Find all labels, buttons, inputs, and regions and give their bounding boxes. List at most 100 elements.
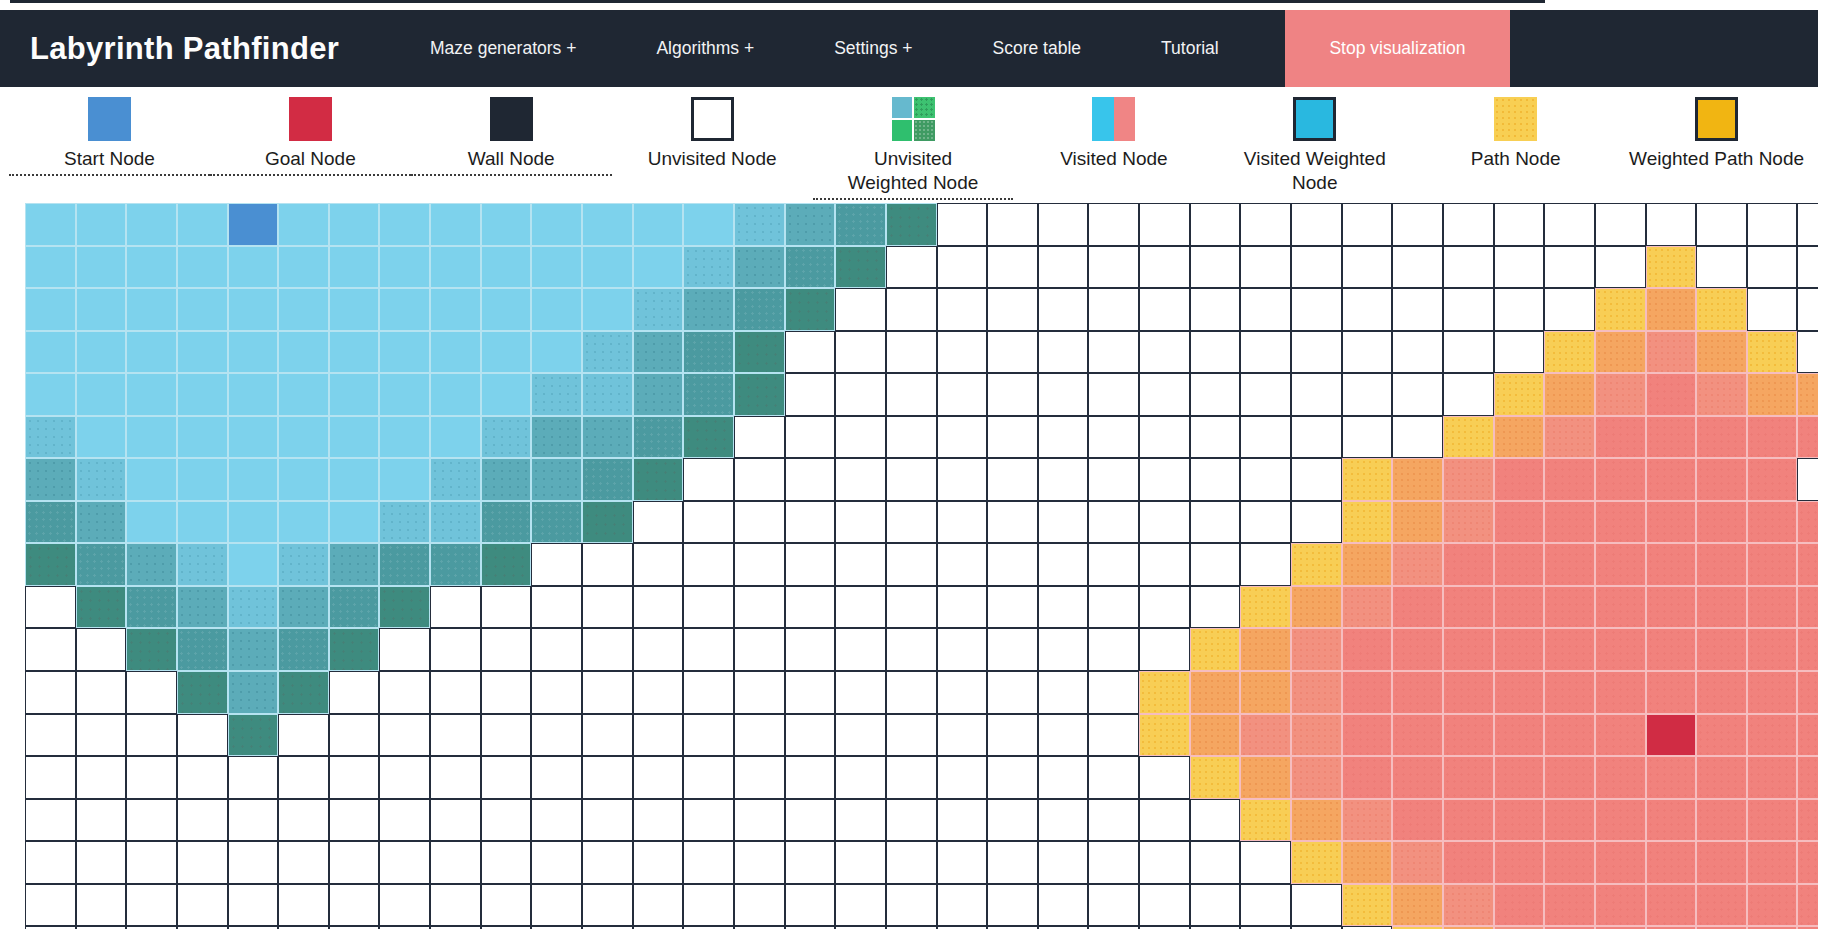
grid-cell[interactable] xyxy=(379,203,430,246)
grid-cell[interactable] xyxy=(1696,543,1747,586)
grid-cell[interactable] xyxy=(987,586,1038,629)
grid-cell[interactable] xyxy=(481,288,532,331)
grid-cell[interactable] xyxy=(987,246,1038,289)
grid-cell[interactable] xyxy=(1797,841,1818,884)
grid-cell[interactable] xyxy=(228,373,279,416)
grid-cell[interactable] xyxy=(886,416,937,459)
grid-cell[interactable] xyxy=(1392,671,1443,714)
grid-cell[interactable] xyxy=(430,458,481,501)
grid-cell[interactable] xyxy=(1747,884,1798,927)
grid-cell[interactable] xyxy=(1494,416,1545,459)
grid-cell[interactable] xyxy=(1544,884,1595,927)
grid-cell[interactable] xyxy=(633,373,684,416)
grid-cell[interactable] xyxy=(1443,628,1494,671)
grid-cell[interactable] xyxy=(1190,246,1241,289)
grid-cell[interactable] xyxy=(1646,373,1697,416)
grid-cell[interactable] xyxy=(177,246,228,289)
grid-cell[interactable] xyxy=(835,841,886,884)
grid-cell[interactable] xyxy=(1088,586,1139,629)
grid-cell[interactable] xyxy=(1797,756,1818,799)
grid-cell[interactable] xyxy=(886,714,937,757)
grid-cell[interactable] xyxy=(126,501,177,544)
grid-cell[interactable] xyxy=(937,799,988,842)
grid-cell[interactable] xyxy=(531,714,582,757)
grid-cell[interactable] xyxy=(835,203,886,246)
grid-cell[interactable] xyxy=(1443,246,1494,289)
grid-cell[interactable] xyxy=(785,586,836,629)
grid-cell[interactable] xyxy=(228,628,279,671)
grid-cell[interactable] xyxy=(430,841,481,884)
grid-cell[interactable] xyxy=(1494,799,1545,842)
grid-cell[interactable] xyxy=(1240,586,1291,629)
grid-cell[interactable] xyxy=(25,884,76,927)
grid-cell[interactable] xyxy=(734,458,785,501)
grid-cell[interactable] xyxy=(1088,501,1139,544)
grid-cell[interactable] xyxy=(1646,543,1697,586)
grid-cell[interactable] xyxy=(430,246,481,289)
grid-cell[interactable] xyxy=(1038,288,1089,331)
grid-cell[interactable] xyxy=(1696,501,1747,544)
grid-cell[interactable] xyxy=(1291,416,1342,459)
grid-cell[interactable] xyxy=(937,841,988,884)
grid-cell[interactable] xyxy=(683,331,734,374)
grid-cell[interactable] xyxy=(481,586,532,629)
grid-cell[interactable] xyxy=(987,841,1038,884)
grid-cell[interactable] xyxy=(835,416,886,459)
grid-cell[interactable] xyxy=(835,288,886,331)
grid-cell[interactable] xyxy=(481,714,532,757)
grid-cell[interactable] xyxy=(278,543,329,586)
grid-cell[interactable] xyxy=(329,586,380,629)
grid-cell[interactable] xyxy=(481,799,532,842)
grid-cell[interactable] xyxy=(937,884,988,927)
grid-cell[interactable] xyxy=(886,628,937,671)
grid-cell[interactable] xyxy=(329,501,380,544)
grid-cell[interactable] xyxy=(734,288,785,331)
grid-cell[interactable] xyxy=(683,841,734,884)
grid-cell[interactable] xyxy=(76,416,127,459)
grid-cell[interactable] xyxy=(1443,501,1494,544)
grid-cell[interactable] xyxy=(886,671,937,714)
grid-cell[interactable] xyxy=(1240,416,1291,459)
grid-cell[interactable] xyxy=(531,246,582,289)
grid-cell[interactable] xyxy=(1747,714,1798,757)
grid-cell[interactable] xyxy=(1797,586,1818,629)
grid-cell[interactable] xyxy=(1443,884,1494,927)
grid-cell[interactable] xyxy=(1392,203,1443,246)
grid-cell[interactable] xyxy=(1291,331,1342,374)
grid-cell[interactable] xyxy=(582,586,633,629)
grid-cell[interactable] xyxy=(1747,373,1798,416)
grid-cell[interactable] xyxy=(1544,203,1595,246)
grid-cell[interactable] xyxy=(329,714,380,757)
grid-cell[interactable] xyxy=(1342,246,1393,289)
grid-cell[interactable] xyxy=(835,628,886,671)
grid-cell[interactable] xyxy=(430,671,481,714)
grid-cell[interactable] xyxy=(1747,671,1798,714)
grid-cell[interactable] xyxy=(177,203,228,246)
grid-cell[interactable] xyxy=(1240,628,1291,671)
grid-cell[interactable] xyxy=(329,203,380,246)
grid-cell[interactable] xyxy=(1291,501,1342,544)
grid-cell[interactable] xyxy=(1747,799,1798,842)
grid-cell[interactable] xyxy=(25,246,76,289)
grid-cell[interactable] xyxy=(1544,756,1595,799)
grid-cell[interactable] xyxy=(785,714,836,757)
grid-cell[interactable] xyxy=(1291,714,1342,757)
grid-cell[interactable] xyxy=(734,884,785,927)
grid-cell[interactable] xyxy=(582,671,633,714)
grid-cell[interactable] xyxy=(1646,246,1697,289)
grid-cell[interactable] xyxy=(1139,416,1190,459)
grid-cell[interactable] xyxy=(1443,671,1494,714)
grid-cell[interactable] xyxy=(633,841,684,884)
grid-cell[interactable] xyxy=(1291,884,1342,927)
grid-cell[interactable] xyxy=(633,246,684,289)
grid-cell[interactable] xyxy=(1038,714,1089,757)
grid-cell[interactable] xyxy=(76,884,127,927)
grid-cell[interactable] xyxy=(430,884,481,927)
grid-cell[interactable] xyxy=(886,288,937,331)
grid-cell[interactable] xyxy=(1240,203,1291,246)
grid-cell[interactable] xyxy=(937,246,988,289)
grid-cell[interactable] xyxy=(481,543,532,586)
grid-cell[interactable] xyxy=(1797,331,1818,374)
grid-cell[interactable] xyxy=(734,416,785,459)
grid-cell[interactable] xyxy=(228,799,279,842)
